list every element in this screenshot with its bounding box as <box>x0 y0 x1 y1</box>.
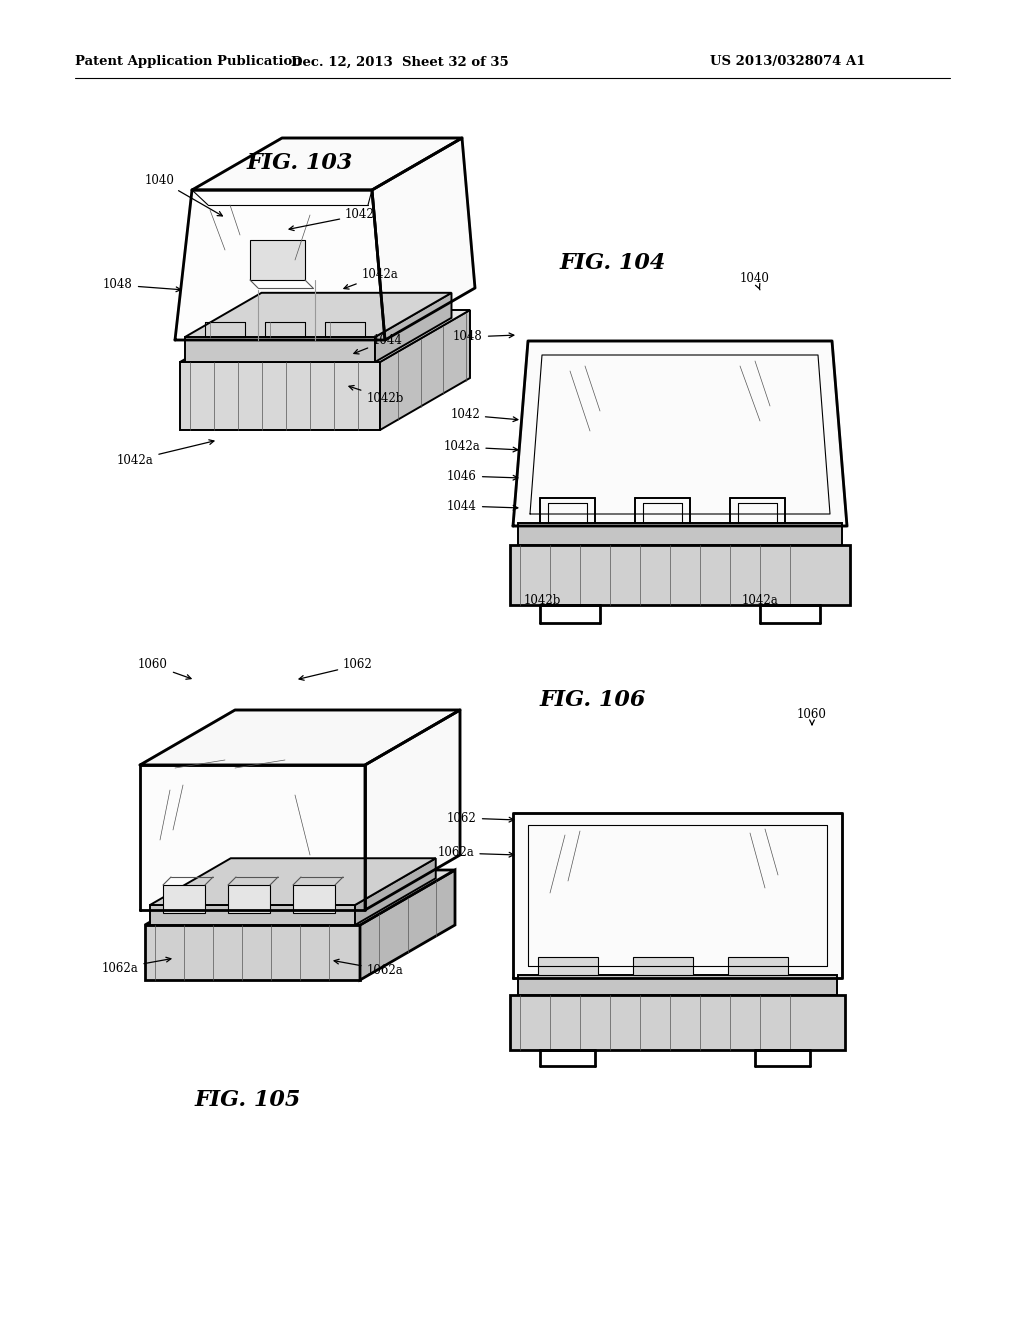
Text: 1060: 1060 <box>138 659 191 680</box>
Text: 1062a: 1062a <box>437 846 514 859</box>
Text: 1042b: 1042b <box>349 385 403 404</box>
Polygon shape <box>360 870 455 979</box>
Polygon shape <box>150 858 436 906</box>
Polygon shape <box>380 310 470 430</box>
Text: 1048: 1048 <box>103 279 181 292</box>
Polygon shape <box>140 766 365 909</box>
Text: Dec. 12, 2013  Sheet 32 of 35: Dec. 12, 2013 Sheet 32 of 35 <box>291 55 509 69</box>
Text: 1042a: 1042a <box>741 594 778 606</box>
Polygon shape <box>228 884 270 913</box>
Text: FIG. 104: FIG. 104 <box>560 252 667 275</box>
Polygon shape <box>175 190 385 341</box>
Text: US 2013/0328074 A1: US 2013/0328074 A1 <box>710 55 865 69</box>
Polygon shape <box>375 293 452 362</box>
Polygon shape <box>140 710 460 766</box>
Polygon shape <box>150 906 355 925</box>
Text: 1042a: 1042a <box>443 441 518 454</box>
Polygon shape <box>510 545 850 605</box>
Text: Patent Application Publication: Patent Application Publication <box>75 55 302 69</box>
Text: 1044: 1044 <box>354 334 402 354</box>
Text: 1046: 1046 <box>447 470 518 483</box>
Text: 1042a: 1042a <box>117 440 214 466</box>
Text: 1062a: 1062a <box>101 957 171 974</box>
Text: 1062: 1062 <box>447 812 514 825</box>
Polygon shape <box>293 884 335 913</box>
Polygon shape <box>633 957 693 975</box>
Text: 1060: 1060 <box>797 709 827 725</box>
Polygon shape <box>372 139 475 341</box>
Text: 1062: 1062 <box>299 659 373 680</box>
Polygon shape <box>180 310 470 362</box>
Polygon shape <box>185 337 375 362</box>
Polygon shape <box>185 293 452 337</box>
Polygon shape <box>180 362 380 430</box>
Polygon shape <box>513 341 847 525</box>
Text: 1042a: 1042a <box>344 268 398 289</box>
Polygon shape <box>518 523 842 545</box>
Polygon shape <box>365 710 460 909</box>
Text: 1042: 1042 <box>289 209 375 231</box>
Text: 1040: 1040 <box>740 272 770 290</box>
Text: FIG. 103: FIG. 103 <box>247 152 353 174</box>
Text: 1040: 1040 <box>145 173 222 216</box>
Text: FIG. 105: FIG. 105 <box>195 1089 301 1111</box>
Text: 1044: 1044 <box>447 499 518 512</box>
Polygon shape <box>355 858 436 925</box>
Polygon shape <box>518 975 837 995</box>
Polygon shape <box>163 884 205 913</box>
Text: 1042: 1042 <box>451 408 518 421</box>
Polygon shape <box>513 813 842 978</box>
Text: 1042b: 1042b <box>523 594 561 606</box>
Polygon shape <box>145 870 455 925</box>
Polygon shape <box>728 957 788 975</box>
Text: 1048: 1048 <box>454 330 514 343</box>
Text: FIG. 106: FIG. 106 <box>540 689 646 711</box>
Polygon shape <box>250 240 305 280</box>
Text: 1062a: 1062a <box>334 960 403 977</box>
Polygon shape <box>510 995 845 1049</box>
Polygon shape <box>538 957 598 975</box>
Polygon shape <box>145 925 360 979</box>
Polygon shape <box>193 139 462 190</box>
